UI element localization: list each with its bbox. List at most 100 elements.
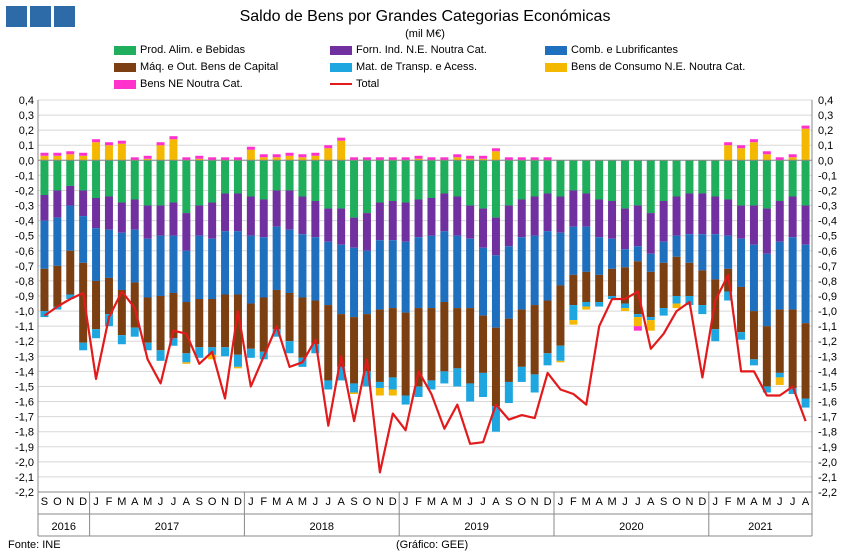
- bar-segment: [595, 199, 604, 238]
- y-tick-label-right: -0,9: [818, 291, 837, 303]
- bar-segment: [182, 302, 191, 354]
- bar-segment: [737, 160, 746, 206]
- bar-segment: [401, 202, 410, 242]
- legend-swatch: [114, 62, 136, 72]
- x-tick-label: M: [143, 496, 152, 508]
- bar-segment: [272, 154, 281, 158]
- bar-segment: [375, 387, 384, 396]
- y-tick-label-right: -1,4: [818, 366, 837, 378]
- y-tick-label-left: 0,0: [19, 155, 34, 167]
- bar-segment: [479, 160, 488, 209]
- bar-segment: [350, 157, 359, 161]
- legend-swatch: [114, 45, 136, 55]
- bar-segment: [517, 366, 526, 382]
- y-tick-label-right: -0,2: [818, 185, 837, 197]
- year-label: 2018: [310, 521, 334, 533]
- bar-segment: [788, 154, 797, 158]
- legend-swatch: [545, 45, 567, 55]
- bar-segment: [569, 274, 578, 306]
- bar-segment: [208, 299, 217, 348]
- bar-segment: [195, 235, 204, 300]
- bar-segment: [427, 157, 436, 161]
- bar-segment: [620, 208, 629, 250]
- legend-swatch: [545, 62, 567, 72]
- bar-segment: [762, 151, 771, 155]
- bar-segment: [311, 160, 320, 202]
- bar-segment: [298, 154, 307, 158]
- bar-segment: [53, 152, 62, 156]
- bar-segment: [311, 155, 320, 161]
- bar-segment: [53, 265, 62, 307]
- bar-segment: [143, 297, 152, 343]
- bar-segment: [479, 372, 488, 398]
- bar-segment: [79, 190, 88, 217]
- bar-segment: [401, 160, 410, 203]
- bar-segment: [375, 309, 384, 382]
- legend-item: Mat. de Transp. e Acess.: [330, 61, 477, 73]
- bar-segment: [298, 196, 307, 235]
- bar-segment: [40, 220, 49, 269]
- bar-segment: [130, 327, 139, 337]
- bar-segment: [337, 366, 346, 381]
- bar-segment: [195, 299, 204, 348]
- bar-segment: [388, 308, 397, 378]
- x-tick-label: M: [582, 496, 591, 508]
- bar-segment: [350, 160, 359, 218]
- x-tick-label: J: [248, 496, 254, 508]
- bar-segment: [788, 309, 797, 388]
- y-tick-label-left: -1,6: [15, 397, 34, 409]
- y-tick-label-left: -1,5: [15, 381, 34, 393]
- bar-segment: [246, 149, 255, 161]
- bar-segment: [208, 157, 217, 161]
- y-tick-label-right: 0,3: [818, 110, 833, 122]
- bar-segment: [440, 302, 449, 372]
- bar-segment: [672, 160, 681, 197]
- bar-segment: [388, 377, 397, 390]
- bar-segment: [788, 387, 797, 394]
- bar-segment: [595, 160, 604, 200]
- bar-segment: [466, 158, 475, 161]
- bar-segment: [285, 152, 294, 156]
- bar-segment: [543, 353, 552, 366]
- bar-segment: [246, 348, 255, 358]
- bar-segment: [401, 312, 410, 396]
- bar-segment: [311, 344, 320, 354]
- bar-segment: [117, 143, 126, 161]
- bar-segment: [40, 311, 49, 318]
- bar-segment: [208, 160, 217, 203]
- bar-segment: [737, 205, 746, 239]
- bar-segment: [195, 160, 204, 206]
- bar-segment: [672, 235, 681, 257]
- bar-segment: [427, 308, 436, 381]
- bar-segment: [608, 238, 617, 269]
- bar-segment: [233, 157, 242, 161]
- chart-subtitle: (mil M€): [405, 28, 445, 40]
- bar-segment: [737, 286, 746, 333]
- bar-segment: [104, 277, 113, 315]
- bar-segment: [543, 157, 552, 161]
- bar-segment: [582, 306, 591, 310]
- bar-segment: [298, 157, 307, 161]
- bar-segment: [749, 205, 758, 245]
- bar-segment: [169, 338, 178, 346]
- source-note: Fonte: INE: [8, 539, 61, 551]
- bar-segment: [66, 294, 75, 300]
- bar-segment: [324, 305, 333, 381]
- bar-segment: [414, 155, 423, 159]
- legend-label: Comb. e Lubrificantes: [571, 44, 678, 56]
- bar-segment: [130, 199, 139, 230]
- y-tick-label-right: -1,2: [818, 336, 837, 348]
- bar-segment: [272, 157, 281, 161]
- bar-segment: [53, 160, 62, 191]
- bar-segment: [156, 235, 165, 296]
- bar-segment: [221, 294, 230, 348]
- bar-segment: [543, 193, 552, 232]
- bar-segment: [762, 208, 771, 254]
- x-tick-label: A: [131, 496, 139, 508]
- y-tick-label-right: -1,3: [818, 351, 837, 363]
- x-tick-label: N: [221, 496, 229, 508]
- y-tick-label-right: 0,4: [818, 95, 833, 107]
- bar-segment: [608, 268, 617, 296]
- bar-segment: [156, 205, 165, 236]
- bar-segment: [259, 154, 268, 158]
